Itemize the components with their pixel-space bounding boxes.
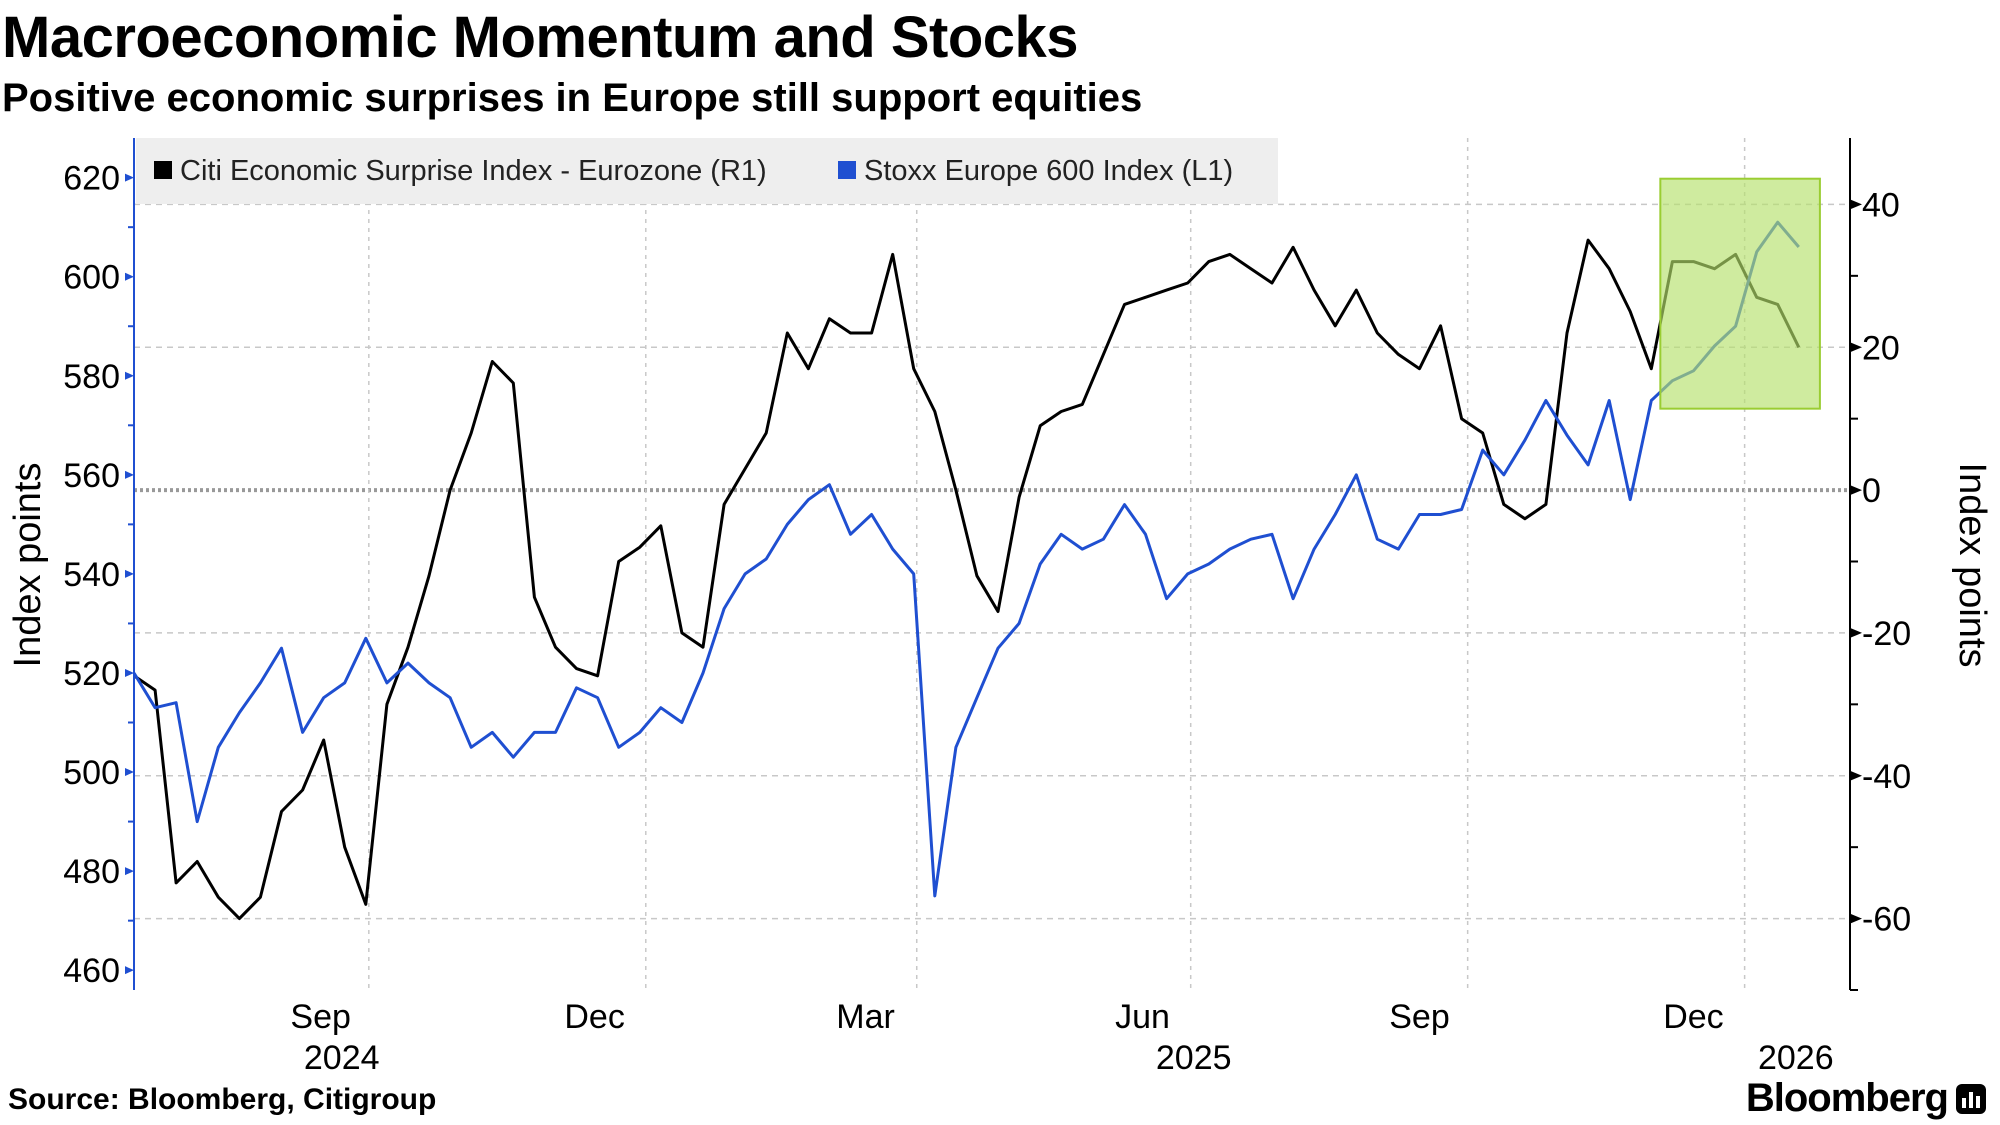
gridlines [134,138,1850,990]
left-tick-marker [125,173,134,182]
legend-label-citi: Citi Economic Surprise Index - Eurozone … [180,155,767,187]
brand-text: Bloomberg [1745,1076,1949,1120]
left-tick-label: 620 [63,160,120,198]
legend-label-stoxx: Stoxx Europe 600 Index (L1) [864,155,1233,187]
left-axis-label: Index points [7,463,49,668]
chart-title: Macroeconomic Momentum and Stocks [2,5,1079,70]
left-tick-label: 520 [63,655,120,693]
right-tick-label: 40 [1862,186,1900,224]
right-tick-marker [1850,485,1862,496]
highlight-region [1659,177,1821,410]
citi-surprise-line [133,238,1801,921]
left-tick-marker [125,768,134,777]
x-year-label: 2025 [1156,1039,1232,1077]
x-month-label: Sep [290,998,351,1036]
legend-swatch-citi [154,161,172,179]
series-lines [132,220,1801,921]
x-year-label: 2024 [304,1039,380,1077]
left-tick-label: 460 [63,952,120,990]
legend-background [136,138,1278,204]
right-tick-label: 0 [1862,472,1881,510]
x-month-label: Jun [1115,998,1170,1036]
bloomberg-logo: Bloomberg [1746,1076,1986,1121]
right-tick-label: -20 [1862,615,1911,653]
x-month-label: Mar [836,998,895,1036]
left-tick-label: 580 [63,358,120,396]
stoxx-600-line [132,220,1800,898]
left-tick-label: 600 [63,259,120,297]
right-tick-label: -60 [1862,901,1911,939]
x-month-label: Dec [564,998,624,1036]
right-tick-label: 20 [1862,329,1900,367]
right-tick-marker [1850,913,1862,924]
left-tick-marker [125,569,134,578]
left-tick-marker [125,272,134,281]
right-axis-label: Index points [1951,463,1993,668]
x-year-label: 2026 [1758,1039,1834,1077]
legend: Citi Economic Surprise Index - Eurozone … [136,138,1278,204]
bloomberg-chart-icon [1956,1083,1986,1114]
source-note: Source: Bloomberg, Citigroup [8,1083,437,1116]
left-tick-marker [125,966,134,975]
left-tick-label: 480 [63,853,120,891]
left-tick-marker [125,867,134,876]
left-tick-marker [125,668,134,677]
right-tick-label: -40 [1862,758,1911,796]
left-tick-marker [125,470,134,479]
right-tick-marker [1850,770,1862,781]
chart-subtitle: Positive economic surprises in Europe st… [2,76,1143,120]
x-month-label: Dec [1663,998,1723,1036]
right-tick-marker [1850,627,1862,638]
left-tick-label: 560 [63,457,120,495]
left-tick-label: 540 [63,556,120,594]
left-tick-marker [125,371,134,380]
left-tick-label: 500 [63,754,120,792]
right-tick-marker [1850,342,1862,353]
legend-swatch-stoxx [838,161,856,179]
axes: 460 480 500 520 540 560 580 600 620 -60 -40 -20 0 20 4… [63,138,1911,1077]
highlight-box [1659,177,1821,410]
x-month-label: Sep [1389,998,1450,1036]
right-tick-marker [1850,199,1862,210]
